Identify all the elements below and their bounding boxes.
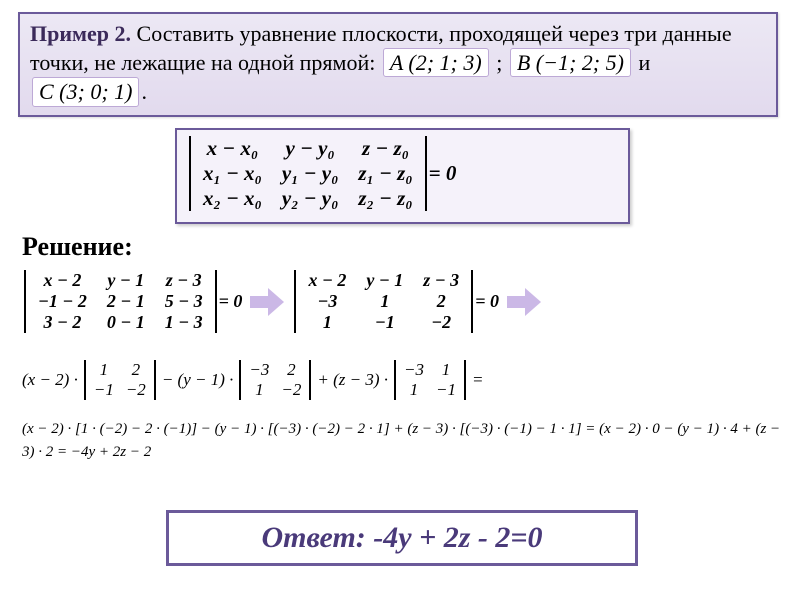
- answer-text: Ответ: -4y + 2z - 2=0: [262, 521, 543, 554]
- formula-matrix: x − x₀y − y₀z − z₀ x₁ − x₀y₁ − y₀z₁ − z₀…: [193, 136, 423, 211]
- point-a: A (2; 1; 3): [383, 48, 489, 78]
- det2: x − 2y − 1z − 3 −312 1−1−2 = 0: [292, 270, 499, 333]
- formula-box: x − x₀y − y₀z − z₀ x₁ − x₀y₁ − y₀z₁ − z₀…: [175, 128, 630, 224]
- formula-determinant: x − x₀y − y₀z − z₀ x₁ − x₀y₁ − y₀z₁ − z₀…: [187, 136, 456, 211]
- answer-box: Ответ: -4y + 2z - 2=0: [166, 510, 638, 566]
- expansion-line: (x − 2) · 12−1−2 − (y − 1) · −321−2 + (z…: [22, 360, 483, 400]
- sep1: ;: [496, 50, 502, 75]
- problem-box: Пример 2. Составить уравнение плоскости,…: [18, 12, 778, 117]
- problem-prefix: Пример 2.: [30, 21, 131, 46]
- solution-row: x − 2y − 1z − 3 −1 − 22 − 15 − 3 3 − 20 …: [22, 270, 541, 333]
- point-b: B (−1; 2; 5): [510, 48, 631, 78]
- problem-text: Пример 2. Составить уравнение плоскости,…: [30, 20, 766, 107]
- problem-end: .: [141, 79, 147, 104]
- det1: x − 2y − 1z − 3 −1 − 22 − 15 − 3 3 − 20 …: [22, 270, 242, 333]
- calculation-text: (x − 2) · [1 · (−2) − 2 · (−1)] − (y − 1…: [22, 418, 782, 463]
- arrow-icon: [507, 288, 541, 316]
- solution-label: Решение:: [22, 232, 133, 262]
- sep2: и: [638, 50, 650, 75]
- point-c: C (3; 0; 1): [32, 77, 139, 107]
- formula-rhs: = 0: [429, 161, 457, 186]
- arrow-icon: [250, 288, 284, 316]
